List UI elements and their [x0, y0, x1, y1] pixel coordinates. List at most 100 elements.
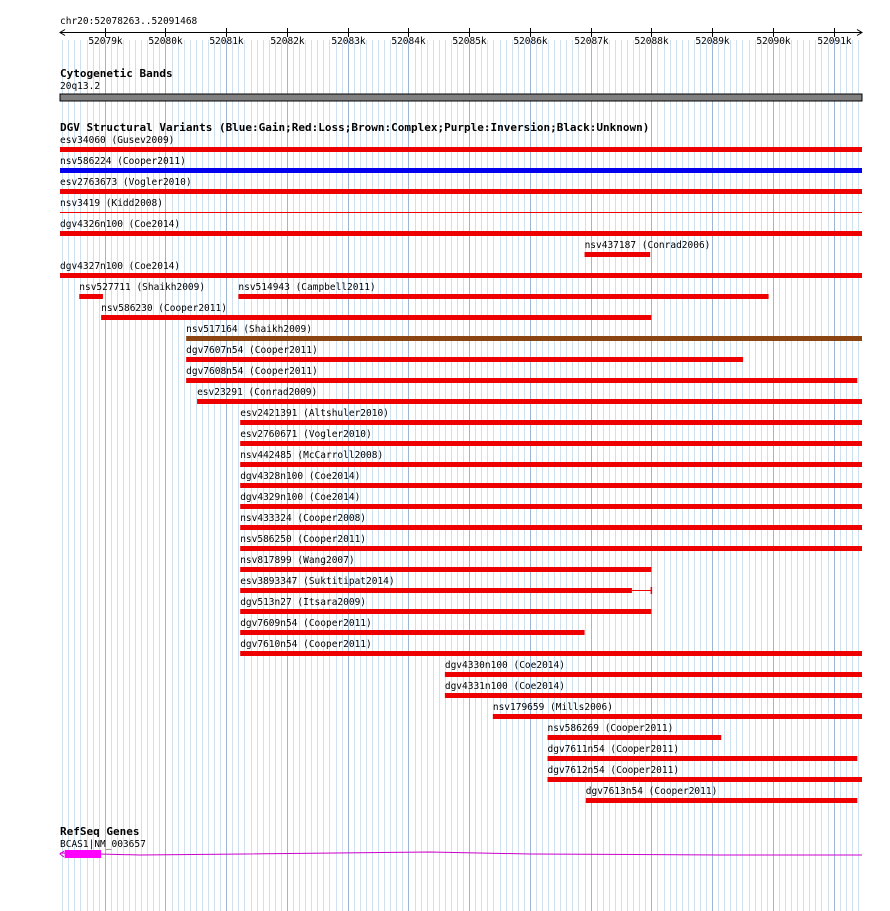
dgv-variant-bar[interactable] [240, 546, 862, 551]
dgv-variant-label[interactable]: esv3893347 (Suktitipat2014) [240, 576, 394, 587]
dgv-variant-label[interactable]: dgv4326n100 (Coe2014) [60, 219, 180, 230]
dgv-variant-label[interactable]: nsv527711 (Shaikh2009) [79, 282, 205, 293]
dgv-variant[interactable]: dgv7609n54 (Cooper2011) [240, 618, 585, 635]
dgv-variant[interactable]: nsv179659 (Mills2006) [492, 702, 862, 719]
dgv-variant-label[interactable]: nsv586224 (Cooper2011) [60, 156, 186, 167]
dgv-variant[interactable]: nsv433324 (Cooper2008) [240, 513, 862, 530]
dgv-variant-label[interactable]: nsv514943 (Campbell2011) [238, 282, 375, 293]
dgv-variant[interactable]: dgv4330n100 (Coe2014) [444, 660, 862, 677]
dgv-variant[interactable]: dgv4331n100 (Coe2014) [444, 681, 862, 698]
dgv-variant-bar[interactable] [585, 798, 858, 803]
dgv-variant[interactable]: nsv517164 (Shaikh2009) [186, 324, 863, 341]
dgv-variant-bar[interactable] [240, 462, 862, 467]
dgv-variant[interactable]: nsv442485 (McCarroll2008) [240, 450, 862, 467]
dgv-variant-label[interactable]: nsv3419 (Kidd2008) [60, 198, 163, 209]
dgv-variant-bar[interactable] [186, 336, 863, 341]
dgv-variant[interactable]: nsv586250 (Cooper2011) [240, 534, 862, 551]
dgv-variant-label[interactable]: dgv4327n100 (Coe2014) [60, 261, 180, 272]
dgv-variant-bar[interactable] [186, 378, 858, 383]
refseq-gene-model[interactable] [59, 850, 862, 858]
dgv-variant[interactable]: nsv817899 (Wang2007) [240, 555, 652, 572]
dgv-variant[interactable]: dgv7611n54 (Cooper2011) [547, 744, 858, 761]
dgv-variant-bar[interactable] [444, 672, 862, 677]
dgv-variant[interactable]: nsv586230 (Cooper2011) [101, 303, 652, 320]
dgv-variant[interactable]: nsv437187 (Conrad2006) [584, 240, 711, 257]
dgv-variant-label[interactable]: dgv7613n54 (Cooper2011) [586, 786, 718, 797]
dgv-variant-bar[interactable] [240, 630, 585, 635]
dgv-variant[interactable]: nsv3419 (Kidd2008) [60, 198, 862, 213]
dgv-variant-label[interactable]: esv2421391 (Altshuler2010) [240, 408, 389, 419]
dgv-variant-bar[interactable] [240, 504, 862, 509]
dgv-variant-bar[interactable] [101, 315, 652, 320]
dgv-variant-label[interactable]: dgv7611n54 (Cooper2011) [548, 744, 680, 755]
dgv-variant-bar[interactable] [60, 168, 862, 173]
dgv-variant[interactable]: dgv7608n54 (Cooper2011) [186, 366, 858, 383]
dgv-variant-bar[interactable] [60, 273, 862, 278]
dgv-variant-label[interactable]: nsv586250 (Cooper2011) [240, 534, 366, 545]
dgv-variant[interactable]: esv2763673 (Vogler2010) [60, 177, 862, 194]
dgv-variant-bar[interactable] [238, 294, 769, 299]
dgv-variant-bar[interactable] [60, 212, 862, 213]
dgv-variant-label[interactable]: dgv7608n54 (Cooper2011) [186, 366, 318, 377]
refseq-gene-label[interactable]: BCAS1|NM_003657 [60, 839, 146, 850]
dgv-variant-bar[interactable] [186, 357, 744, 362]
dgv-variant-label[interactable]: dgv4331n100 (Coe2014) [445, 681, 565, 692]
dgv-variant-label[interactable]: nsv433324 (Cooper2008) [240, 513, 366, 524]
dgv-variant-label[interactable]: nsv817899 (Wang2007) [240, 555, 354, 566]
dgv-variant-label[interactable]: dgv7609n54 (Cooper2011) [240, 618, 372, 629]
dgv-variant[interactable]: nsv586269 (Cooper2011) [547, 723, 722, 740]
dgv-variant[interactable]: nsv527711 (Shaikh2009) [79, 282, 205, 299]
dgv-variant-bar[interactable] [60, 189, 862, 194]
dgv-variant-label[interactable]: nsv586269 (Cooper2011) [548, 723, 674, 734]
dgv-variant-bar[interactable] [79, 294, 103, 299]
dgv-variant-label[interactable]: dgv7612n54 (Cooper2011) [548, 765, 680, 776]
dgv-variant-bar[interactable] [197, 399, 862, 404]
dgv-variant[interactable]: nsv586224 (Cooper2011) [60, 156, 862, 173]
dgv-variant-label[interactable]: nsv179659 (Mills2006) [493, 702, 613, 713]
dgv-variant-bar[interactable] [240, 525, 862, 530]
dgv-variant-bar[interactable] [547, 735, 722, 740]
cytoband-label[interactable]: 20q13.2 [60, 81, 100, 92]
dgv-variant-label[interactable]: esv2763673 (Vogler2010) [60, 177, 192, 188]
dgv-variant[interactable]: dgv4326n100 (Coe2014) [60, 219, 862, 236]
dgv-variant-label[interactable]: dgv7610n54 (Cooper2011) [240, 639, 372, 650]
cytoband-bar[interactable] [59, 93, 863, 102]
dgv-variant-label[interactable]: esv23291 (Conrad2009) [197, 387, 317, 398]
dgv-variant-bar[interactable] [240, 609, 652, 614]
dgv-variant[interactable]: esv2760671 (Vogler2010) [240, 429, 862, 446]
dgv-variant-bar[interactable] [240, 567, 652, 572]
dgv-variant[interactable]: dgv7612n54 (Cooper2011) [547, 765, 862, 782]
dgv-variant[interactable]: esv3893347 (Suktitipat2014) [240, 576, 653, 594]
dgv-variant-bar[interactable] [240, 483, 862, 488]
dgv-variant-bar[interactable] [584, 252, 651, 257]
dgv-variant[interactable]: esv2421391 (Altshuler2010) [240, 408, 862, 425]
dgv-variant-label[interactable]: dgv4329n100 (Coe2014) [240, 492, 360, 503]
dgv-variant-bar[interactable] [492, 714, 862, 719]
dgv-variant-bar[interactable] [547, 777, 862, 782]
dgv-variant-label[interactable]: nsv437187 (Conrad2006) [585, 240, 711, 251]
dgv-variant[interactable]: dgv4328n100 (Coe2014) [240, 471, 862, 488]
refseq-exon[interactable] [64, 850, 102, 858]
dgv-variant-label[interactable]: dgv4330n100 (Coe2014) [445, 660, 565, 671]
dgv-variant-bar[interactable] [60, 147, 862, 152]
dgv-variant-label[interactable]: nsv517164 (Shaikh2009) [186, 324, 312, 335]
dgv-variant[interactable]: dgv4329n100 (Coe2014) [240, 492, 862, 509]
dgv-variant[interactable]: dgv7610n54 (Cooper2011) [240, 639, 862, 656]
dgv-variant[interactable]: esv23291 (Conrad2009) [197, 387, 862, 404]
dgv-variant-label[interactable]: dgv7607n54 (Cooper2011) [186, 345, 318, 356]
dgv-variant-label[interactable]: esv34060 (Gusev2009) [60, 135, 174, 146]
dgv-variant-bar[interactable] [444, 693, 862, 698]
dgv-variant-bar[interactable] [240, 651, 862, 656]
dgv-variant-bar[interactable] [240, 588, 632, 593]
dgv-variant-bar[interactable] [547, 756, 858, 761]
dgv-variant-bar[interactable] [60, 231, 862, 236]
dgv-variant[interactable]: dgv513n27 (Itsara2009) [240, 597, 652, 614]
dgv-variant-bar[interactable] [240, 420, 862, 425]
dgv-variant-label[interactable]: esv2760671 (Vogler2010) [240, 429, 372, 440]
dgv-variant[interactable]: dgv7613n54 (Cooper2011) [585, 786, 858, 803]
dgv-variant-label[interactable]: nsv442485 (McCarroll2008) [240, 450, 383, 461]
dgv-variant[interactable]: dgv4327n100 (Coe2014) [60, 261, 862, 278]
dgv-variant-bar[interactable] [240, 441, 862, 446]
dgv-variant-label[interactable]: dgv513n27 (Itsara2009) [240, 597, 366, 608]
dgv-variant[interactable]: esv34060 (Gusev2009) [60, 135, 862, 152]
